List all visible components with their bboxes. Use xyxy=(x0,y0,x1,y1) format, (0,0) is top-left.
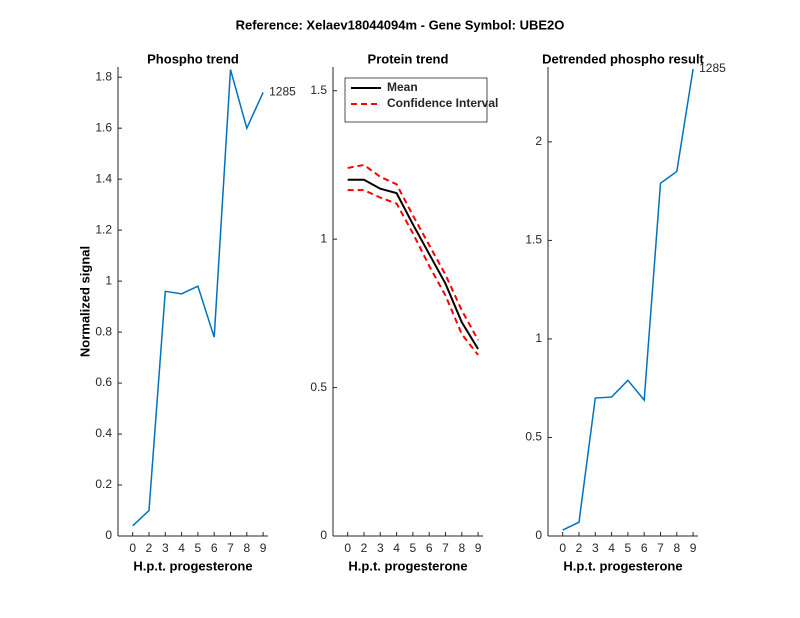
legend-label: Confidence Interval xyxy=(387,96,498,110)
series-line xyxy=(132,69,264,527)
series-line xyxy=(347,163,479,341)
y-tick-label: 0.6 xyxy=(95,375,112,389)
annotation: 1285 xyxy=(269,85,296,99)
y-tick-label: 0 xyxy=(535,528,542,542)
x-tick-label: 5 xyxy=(195,541,202,555)
x-tick-label: 7 xyxy=(227,541,234,555)
x-tick-label: 3 xyxy=(377,541,384,555)
y-tick-label: 1.2 xyxy=(95,222,112,236)
axis-title: Phospho trend xyxy=(147,51,239,66)
x-tick-label: 6 xyxy=(641,541,648,555)
x-tick-label: 7 xyxy=(657,541,664,555)
y-tick-label: 1 xyxy=(105,273,112,287)
x-tick-label: 2 xyxy=(576,541,583,555)
y-axis-label: Normalized signal xyxy=(77,246,92,357)
figure-title: Reference: Xelaev18044094m - Gene Symbol… xyxy=(236,17,565,32)
y-tick-label: 0.5 xyxy=(310,380,327,394)
y-tick-label: 0 xyxy=(105,528,112,542)
y-tick-label: 0.4 xyxy=(95,426,112,440)
x-tick-label: 9 xyxy=(475,541,482,555)
series-line xyxy=(562,68,694,531)
y-tick-label: 0.5 xyxy=(525,430,542,444)
x-tick-label: 8 xyxy=(673,541,680,555)
x-tick-label: 5 xyxy=(410,541,417,555)
y-tick-label: 1.8 xyxy=(95,69,112,83)
x-tick-label: 2 xyxy=(146,541,153,555)
y-tick-label: 1.4 xyxy=(95,171,112,185)
annotation: 1285 xyxy=(699,61,726,75)
x-tick-label: 4 xyxy=(608,541,615,555)
x-tick-label: 5 xyxy=(625,541,632,555)
x-tick-label: 3 xyxy=(592,541,599,555)
y-tick-label: 0.8 xyxy=(95,324,112,338)
x-tick-label: 4 xyxy=(393,541,400,555)
x-tick-label: 7 xyxy=(442,541,449,555)
x-tick-label: 0 xyxy=(344,541,351,555)
x-axis-label: H.p.t. progesterone xyxy=(563,558,682,573)
y-tick-label: 0 xyxy=(320,528,327,542)
x-tick-label: 8 xyxy=(458,541,465,555)
x-tick-label: 9 xyxy=(690,541,697,555)
y-tick-label: 1 xyxy=(320,231,327,245)
x-tick-label: 6 xyxy=(211,541,218,555)
x-axis-label: H.p.t. progesterone xyxy=(348,558,467,573)
axis-title: Protein trend xyxy=(368,51,449,66)
series-line xyxy=(347,189,479,356)
y-tick-label: 1.5 xyxy=(525,233,542,247)
y-tick-label: 1.5 xyxy=(310,83,327,97)
axis-title: Detrended phospho result xyxy=(542,51,704,66)
x-tick-label: 4 xyxy=(178,541,185,555)
series-line xyxy=(347,178,479,350)
y-tick-label: 1 xyxy=(535,331,542,345)
x-tick-label: 9 xyxy=(260,541,267,555)
y-tick-label: 0.2 xyxy=(95,477,112,491)
x-tick-label: 0 xyxy=(129,541,136,555)
legend-label: Mean xyxy=(387,80,418,94)
legend-box xyxy=(344,77,488,123)
x-tick-label: 2 xyxy=(361,541,368,555)
y-tick-label: 1.6 xyxy=(95,120,112,134)
x-tick-label: 8 xyxy=(243,541,250,555)
x-tick-label: 6 xyxy=(426,541,433,555)
y-tick-label: 2 xyxy=(535,134,542,148)
x-tick-label: 3 xyxy=(162,541,169,555)
x-axis-label: H.p.t. progesterone xyxy=(133,558,252,573)
x-tick-label: 0 xyxy=(559,541,566,555)
